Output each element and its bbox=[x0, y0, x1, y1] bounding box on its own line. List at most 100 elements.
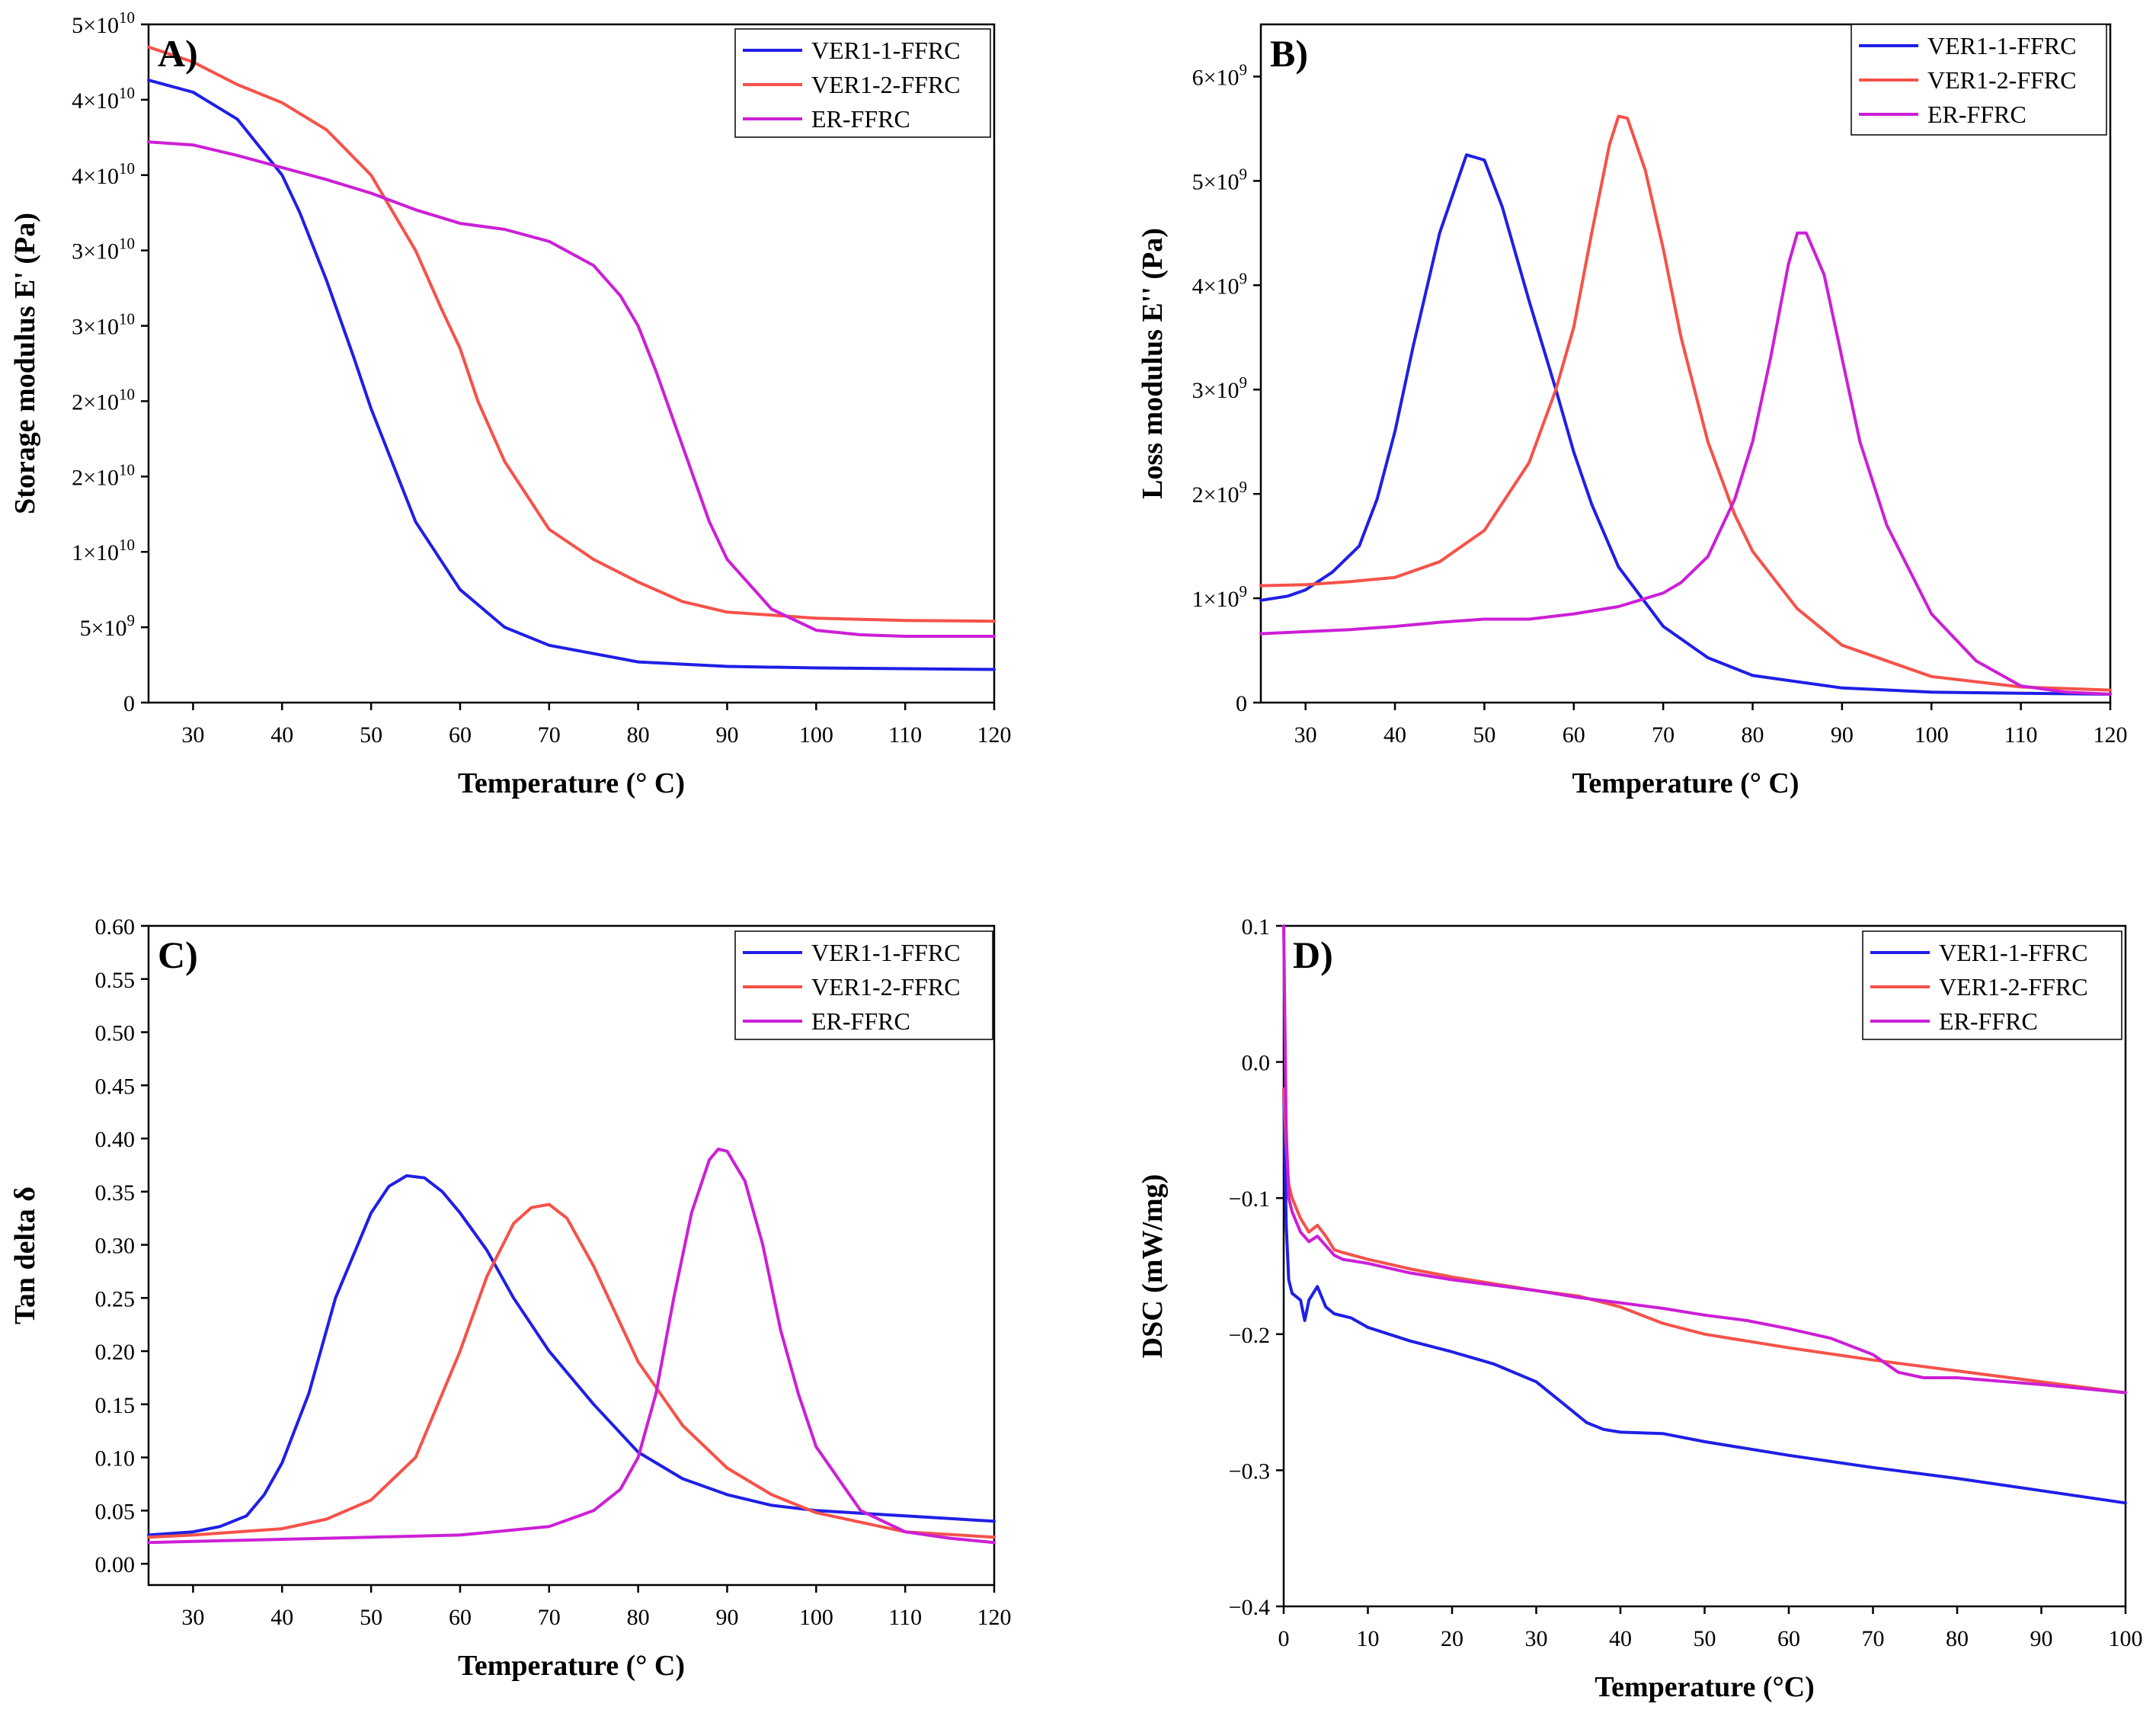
y-tick-label: −0.3 bbox=[1229, 1459, 1270, 1484]
legend-entry: VER1-2-FFRC bbox=[811, 71, 961, 98]
x-tick-label: 40 bbox=[270, 722, 293, 748]
y-tick-label: 0.10 bbox=[95, 1446, 136, 1471]
panel-label: B) bbox=[1270, 32, 1308, 75]
tick-mantissa: 2×10 bbox=[72, 465, 119, 490]
y-tick-label: 2×1010 bbox=[72, 385, 135, 415]
x-tick-label: 0 bbox=[1278, 1626, 1290, 1651]
y-axis-title: Storage modulus E' (Pa) bbox=[9, 213, 41, 514]
y-tick-label: 5×109 bbox=[80, 611, 135, 641]
x-tick-label: 120 bbox=[2094, 722, 2128, 748]
legend-entry: ER-FFRC bbox=[1927, 101, 2026, 128]
y-tick-label: 0.55 bbox=[95, 968, 136, 993]
x-tick-label: 40 bbox=[270, 1605, 293, 1630]
y-tick-label: 0.0 bbox=[1242, 1051, 1271, 1076]
x-tick-label: 70 bbox=[1862, 1626, 1885, 1651]
y-tick-label: 0.40 bbox=[95, 1127, 136, 1152]
series-line-ver1-1-ffrc bbox=[1259, 153, 2112, 696]
legend: VER1-1-FFRC VER1-2-FFRC ER-FFRC bbox=[734, 28, 991, 138]
legend: VER1-1-FFRC VER1-2-FFRC ER-FFRC bbox=[734, 930, 993, 1040]
x-tick-label: 30 bbox=[1525, 1626, 1548, 1651]
series-line-er-ffrc bbox=[1282, 924, 2127, 1395]
x-axis-title: Temperature (°C) bbox=[1595, 1671, 1815, 1703]
y-tick-label: 2×1010 bbox=[72, 460, 135, 490]
series-line-er-ffrc bbox=[147, 140, 996, 638]
y-tick-label: 4×109 bbox=[1192, 269, 1247, 299]
y-tick-label: 3×109 bbox=[1192, 373, 1247, 403]
tick-mantissa: 6×10 bbox=[1192, 65, 1240, 90]
y-tick-label: 6×109 bbox=[1192, 60, 1247, 90]
series-line-er-ffrc bbox=[1259, 231, 2112, 696]
x-tick-label: 60 bbox=[1777, 1626, 1800, 1651]
y-tick-label: 0.25 bbox=[95, 1286, 136, 1311]
y-tick-label: 0.60 bbox=[95, 914, 136, 940]
x-tick-label: 30 bbox=[181, 722, 204, 748]
legend-entry: VER1-1-FFRC bbox=[1927, 32, 2077, 59]
x-tick-label: 30 bbox=[181, 1605, 204, 1630]
chart-panel-2: 30 40 50 60 70 80 90 100 110 12001×1092×1093×1094… bbox=[1137, 23, 2128, 799]
tick-exponent: 10 bbox=[119, 536, 135, 554]
x-tick-label: 60 bbox=[1563, 722, 1585, 748]
y-tick-label: 4×1010 bbox=[72, 159, 135, 189]
tick-mantissa: 5×10 bbox=[80, 616, 127, 641]
x-tick-label: 60 bbox=[449, 722, 472, 748]
x-tick-label: 90 bbox=[715, 1605, 738, 1630]
x-tick-label: 80 bbox=[1946, 1626, 1969, 1651]
x-tick-label: 90 bbox=[1831, 722, 1854, 748]
tick-exponent: 9 bbox=[1240, 478, 1248, 496]
series-line-ver1-2-ffrc bbox=[1282, 1087, 2127, 1395]
x-tick-label: 20 bbox=[1441, 1626, 1463, 1651]
tick-exponent: 10 bbox=[119, 460, 135, 479]
x-tick-label: 40 bbox=[1609, 1626, 1632, 1651]
x-axis-title: Temperature (° C) bbox=[458, 1650, 685, 1682]
tick-exponent: 9 bbox=[1240, 60, 1248, 78]
tick-exponent: 9 bbox=[127, 611, 136, 629]
x-tick-label: 50 bbox=[1694, 1626, 1716, 1651]
tick-mantissa: 2×10 bbox=[1192, 482, 1240, 508]
series-line-ver1-2-ffrc bbox=[147, 1202, 996, 1539]
legend-entry: VER1-2-FFRC bbox=[1927, 66, 2077, 94]
legend-entry: ER-FFRC bbox=[811, 1007, 910, 1035]
y-tick-label: 0.20 bbox=[95, 1340, 136, 1365]
series-line-ver1-2-ffrc bbox=[147, 45, 996, 623]
tick-mantissa: 3×10 bbox=[72, 239, 119, 264]
tick-exponent: 10 bbox=[119, 159, 135, 178]
y-tick-label: 2×109 bbox=[1192, 478, 1247, 508]
y-tick-label: −0.2 bbox=[1229, 1323, 1270, 1348]
y-tick-label: −0.4 bbox=[1229, 1595, 1270, 1620]
x-tick-label: 50 bbox=[360, 722, 382, 748]
x-tick-label: 110 bbox=[2004, 722, 2038, 748]
x-tick-label: 90 bbox=[2030, 1626, 2053, 1651]
chart-panel-3: 30 40 50 60 70 80 90 100 110 120 0.00 0.05 0.10 0.15 0… bbox=[9, 914, 1012, 1682]
y-axis-title: DSC (mW/mg) bbox=[1137, 1174, 1169, 1359]
series-line-ver1-1-ffrc bbox=[147, 1174, 996, 1537]
tick-mantissa: 4×10 bbox=[72, 88, 119, 114]
legend-entry: VER1-1-FFRC bbox=[811, 37, 961, 64]
legend-entry: ER-FFRC bbox=[811, 105, 910, 133]
legend-entry: VER1-1-FFRC bbox=[811, 939, 961, 966]
legend: VER1-1-FFRC VER1-2-FFRC ER-FFRC bbox=[1851, 24, 2107, 136]
x-tick-label: 60 bbox=[449, 1605, 472, 1630]
tick-mantissa: 3×10 bbox=[72, 315, 119, 340]
y-tick-label: 0.35 bbox=[95, 1180, 136, 1206]
y-tick-label: 0.50 bbox=[95, 1021, 136, 1046]
panel-label: D) bbox=[1293, 933, 1333, 976]
tick-mantissa: 4×10 bbox=[1192, 274, 1240, 299]
y-tick-label: 5×1010 bbox=[72, 8, 135, 38]
legend-entry: ER-FFRC bbox=[1939, 1007, 2038, 1035]
x-tick-label: 110 bbox=[888, 722, 922, 748]
y-tick-label: 5×109 bbox=[1192, 165, 1247, 194]
series-line-ver1-2-ffrc bbox=[1259, 114, 2112, 692]
x-axis-title: Temperature (° C) bbox=[458, 767, 685, 799]
chart-panel-4: 0 10 20 30 40 50 60 70 80 90 100 −0.4 −0.3 −0.2 −0.1 0.… bbox=[1137, 914, 2143, 1703]
y-tick-label: 0.15 bbox=[95, 1393, 136, 1418]
plot-frame bbox=[147, 23, 996, 704]
x-tick-label: 100 bbox=[799, 722, 833, 748]
x-tick-label: 30 bbox=[1294, 722, 1317, 748]
y-axis-title: Loss modulus E'' (Pa) bbox=[1137, 228, 1169, 499]
tick-exponent: 9 bbox=[1240, 165, 1248, 183]
y-tick-label: 0.1 bbox=[1242, 914, 1271, 940]
legend-entry: VER1-2-FFRC bbox=[1939, 973, 2088, 1001]
y-tick-label: 0.45 bbox=[95, 1074, 136, 1099]
panel-label: C) bbox=[158, 933, 198, 976]
